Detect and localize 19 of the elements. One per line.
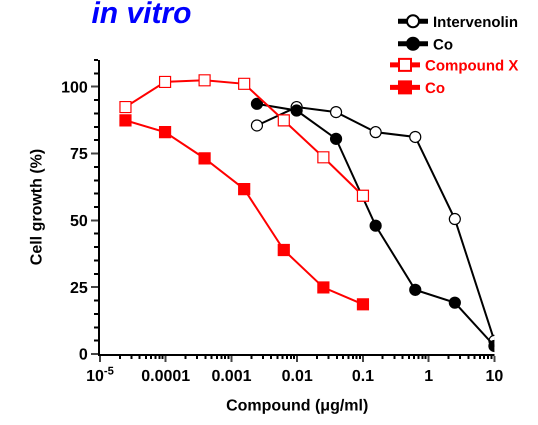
y-tick-label: 25 [70,280,88,297]
x-tick-label: 0.0001 [141,368,190,386]
legend-label: Co [425,80,445,98]
x-tick-label: 0.01 [282,368,313,386]
y-tick-label: 100 [61,79,88,96]
legend-label: Compound X [425,58,518,75]
x-tick-label: 1 [424,368,434,386]
y-tick-label: 75 [70,146,88,164]
legend-label: Co [433,36,453,54]
chart-title: in vitro [91,0,192,30]
legend-label: Intervenolin [433,14,518,32]
y-axis-title: Cell growth (%) [28,148,46,266]
x-tick-label: 10$^{-5}$ [86,365,114,386]
x-axis-title: Compound (μg/ml) [226,397,368,414]
y-tick-label: 50 [70,212,88,230]
y-tick-label: 0 [78,346,88,364]
x-tick-label: 0.1 [352,368,374,386]
x-tick-label: 10 [486,368,504,386]
x-tick-label: 0.001 [211,368,252,386]
